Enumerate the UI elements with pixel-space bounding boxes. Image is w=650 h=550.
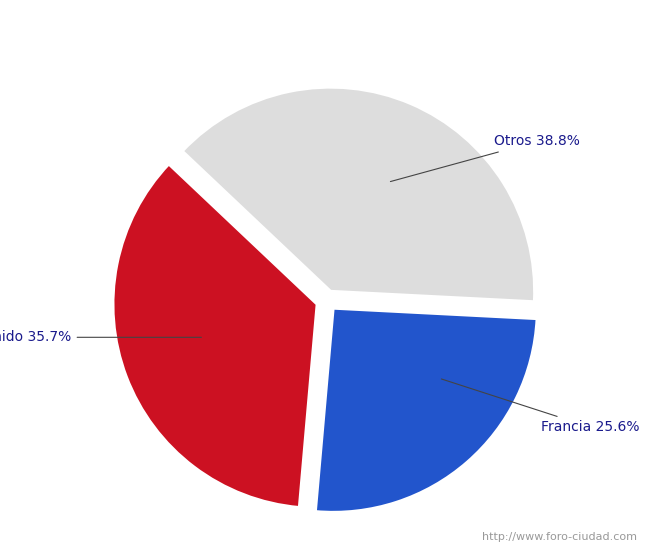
Wedge shape (315, 309, 537, 512)
Text: Otros 38.8%: Otros 38.8% (391, 135, 580, 182)
Text: La Pera - Turistas extranjeros según país - Agosto de 2024: La Pera - Turistas extranjeros según paí… (102, 19, 548, 36)
Text: Reino Unido 35.7%: Reino Unido 35.7% (0, 331, 202, 344)
Wedge shape (183, 87, 534, 301)
Text: Francia 25.6%: Francia 25.6% (441, 379, 639, 434)
Text: http://www.foro-ciudad.com: http://www.foro-ciudad.com (482, 532, 637, 542)
Wedge shape (113, 164, 317, 508)
